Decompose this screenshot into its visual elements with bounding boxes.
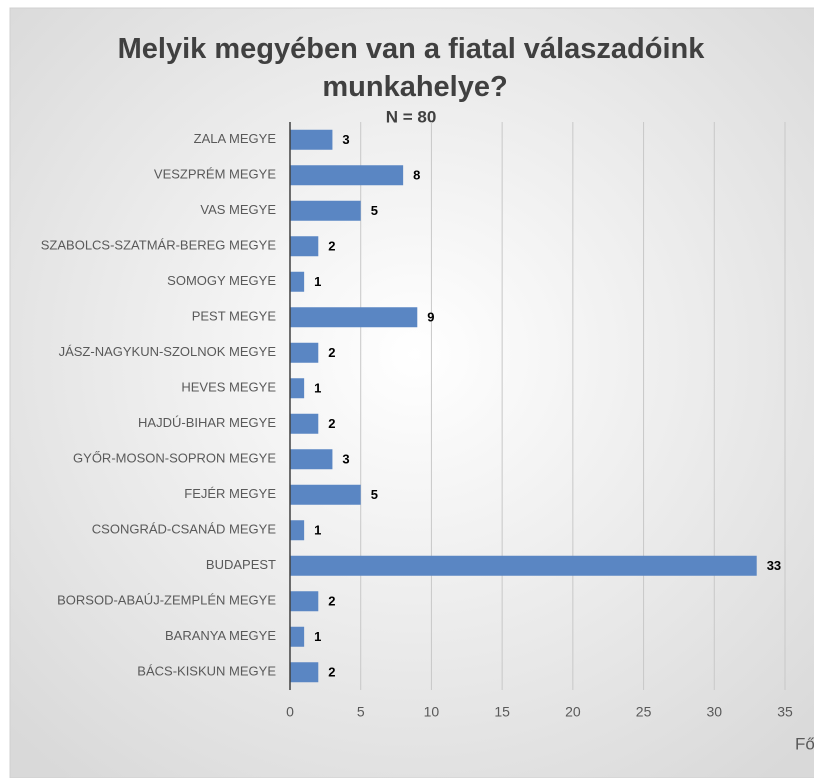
y-tick-label: SZABOLCS-SZATMÁR-BEREG MEGYE — [41, 238, 277, 253]
data-label: 8 — [413, 168, 420, 183]
data-label: 2 — [328, 345, 335, 360]
data-label: 3 — [342, 132, 349, 147]
bar — [290, 591, 319, 612]
bar — [290, 307, 418, 328]
data-label: 2 — [328, 594, 335, 609]
data-label: 1 — [314, 381, 321, 396]
data-label: 5 — [371, 487, 378, 502]
x-tick-label: 0 — [286, 704, 294, 720]
y-tick-label: BÁCS-KISKUN MEGYE — [137, 664, 276, 679]
y-tick-label: HEVES MEGYE — [181, 380, 276, 395]
bar — [290, 626, 305, 647]
bar — [290, 520, 305, 541]
x-tick-label: 30 — [706, 704, 722, 720]
y-tick-label: VESZPRÉM MEGYE — [154, 167, 276, 182]
data-label: 33 — [767, 558, 781, 573]
y-tick-label: JÁSZ-NAGYKUN-SZOLNOK MEGYE — [59, 344, 277, 359]
y-tick-label: BARANYA MEGYE — [165, 628, 276, 643]
x-tick-label: 25 — [636, 704, 652, 720]
x-axis-label: Fő — [795, 734, 814, 753]
chart-title: Melyik megyében van a fiatal válaszadóin… — [118, 33, 706, 103]
y-tick-label: SOMOGY MEGYE — [167, 273, 276, 288]
bar — [290, 271, 305, 292]
chart-background — [9, 7, 814, 778]
y-tick-label: PEST MEGYE — [192, 309, 277, 324]
data-label: 1 — [314, 274, 321, 289]
bar — [290, 662, 319, 683]
data-label: 1 — [314, 629, 321, 644]
bar — [290, 342, 319, 363]
y-tick-label: HAJDÚ-BIHAR MEGYE — [138, 415, 276, 430]
y-tick-label: ZALA MEGYE — [194, 131, 277, 146]
y-tick-label: VAS MEGYE — [200, 202, 276, 217]
bar — [290, 378, 305, 399]
x-tick-label: 5 — [357, 704, 365, 720]
bar — [290, 165, 404, 186]
x-tick-label: 10 — [424, 704, 440, 720]
bar — [290, 236, 319, 257]
data-label: 5 — [371, 203, 378, 218]
x-tick-label: 20 — [565, 704, 581, 720]
bar — [290, 555, 757, 576]
y-tick-label: BUDAPEST — [206, 557, 276, 572]
bar — [290, 129, 333, 150]
data-label: 9 — [427, 310, 434, 325]
data-label: 2 — [328, 665, 335, 680]
data-label: 3 — [342, 452, 349, 467]
bar — [290, 484, 361, 505]
chart-subtitle: N = 80 — [386, 107, 437, 126]
data-label: 1 — [314, 523, 321, 538]
y-tick-label: FEJÉR MEGYE — [184, 486, 276, 501]
y-tick-label: GYŐR-MOSON-SOPRON MEGYE — [73, 451, 276, 466]
data-label: 2 — [328, 416, 335, 431]
bar — [290, 413, 319, 434]
y-tick-label: CSONGRÁD-CSANÁD MEGYE — [92, 522, 277, 537]
bar — [290, 449, 333, 470]
data-label: 2 — [328, 239, 335, 254]
x-tick-label: 15 — [494, 704, 510, 720]
bar — [290, 200, 361, 221]
x-tick-label: 35 — [777, 704, 793, 720]
y-tick-label: BORSOD-ABAÚJ-ZEMPLÉN MEGYE — [57, 593, 276, 608]
